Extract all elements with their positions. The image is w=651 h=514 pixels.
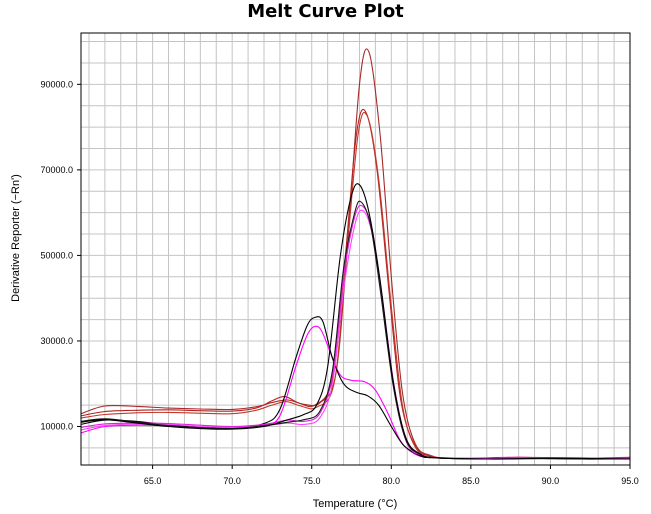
series-line-red-1 bbox=[80, 48, 631, 460]
x-tick-label: 75.0 bbox=[303, 476, 321, 486]
y-tick-label: 50000.0 bbox=[40, 250, 73, 260]
x-tick-label: 95.0 bbox=[621, 476, 639, 486]
x-tick-label: 80.0 bbox=[383, 476, 401, 486]
series-line-black-1 bbox=[80, 316, 631, 460]
grid-lines bbox=[81, 33, 631, 465]
x-tick-label: 90.0 bbox=[542, 476, 560, 486]
x-axis-label: Temperature (°C) bbox=[312, 498, 398, 510]
series-lines bbox=[80, 48, 631, 460]
series-line-black-3 bbox=[80, 183, 631, 460]
y-tick-label: 90000.0 bbox=[40, 79, 73, 89]
x-tick-label: 65.0 bbox=[144, 476, 162, 486]
plot-border bbox=[80, 32, 631, 466]
y-tick-label: 30000.0 bbox=[40, 336, 73, 346]
y-tick-label: 70000.0 bbox=[40, 165, 73, 175]
x-tick-label: 85.0 bbox=[462, 476, 480, 486]
y-tick-label: 10000.0 bbox=[40, 422, 73, 432]
series-line-magenta-3 bbox=[80, 204, 631, 460]
x-tick-label: 70.0 bbox=[223, 476, 241, 486]
series-line-red-3 bbox=[80, 111, 631, 460]
axis-ticks: 65.0 70.0 75.0 80.0 85.0 90.0 95.0 10000.0 30000… bbox=[40, 79, 638, 486]
series-line-black-2 bbox=[80, 200, 631, 460]
y-axis-label: Derivative Reporter (−Rn') bbox=[10, 174, 22, 302]
series-line-magenta-2 bbox=[80, 209, 631, 460]
chart-title: Melt Curve Plot bbox=[247, 1, 404, 22]
